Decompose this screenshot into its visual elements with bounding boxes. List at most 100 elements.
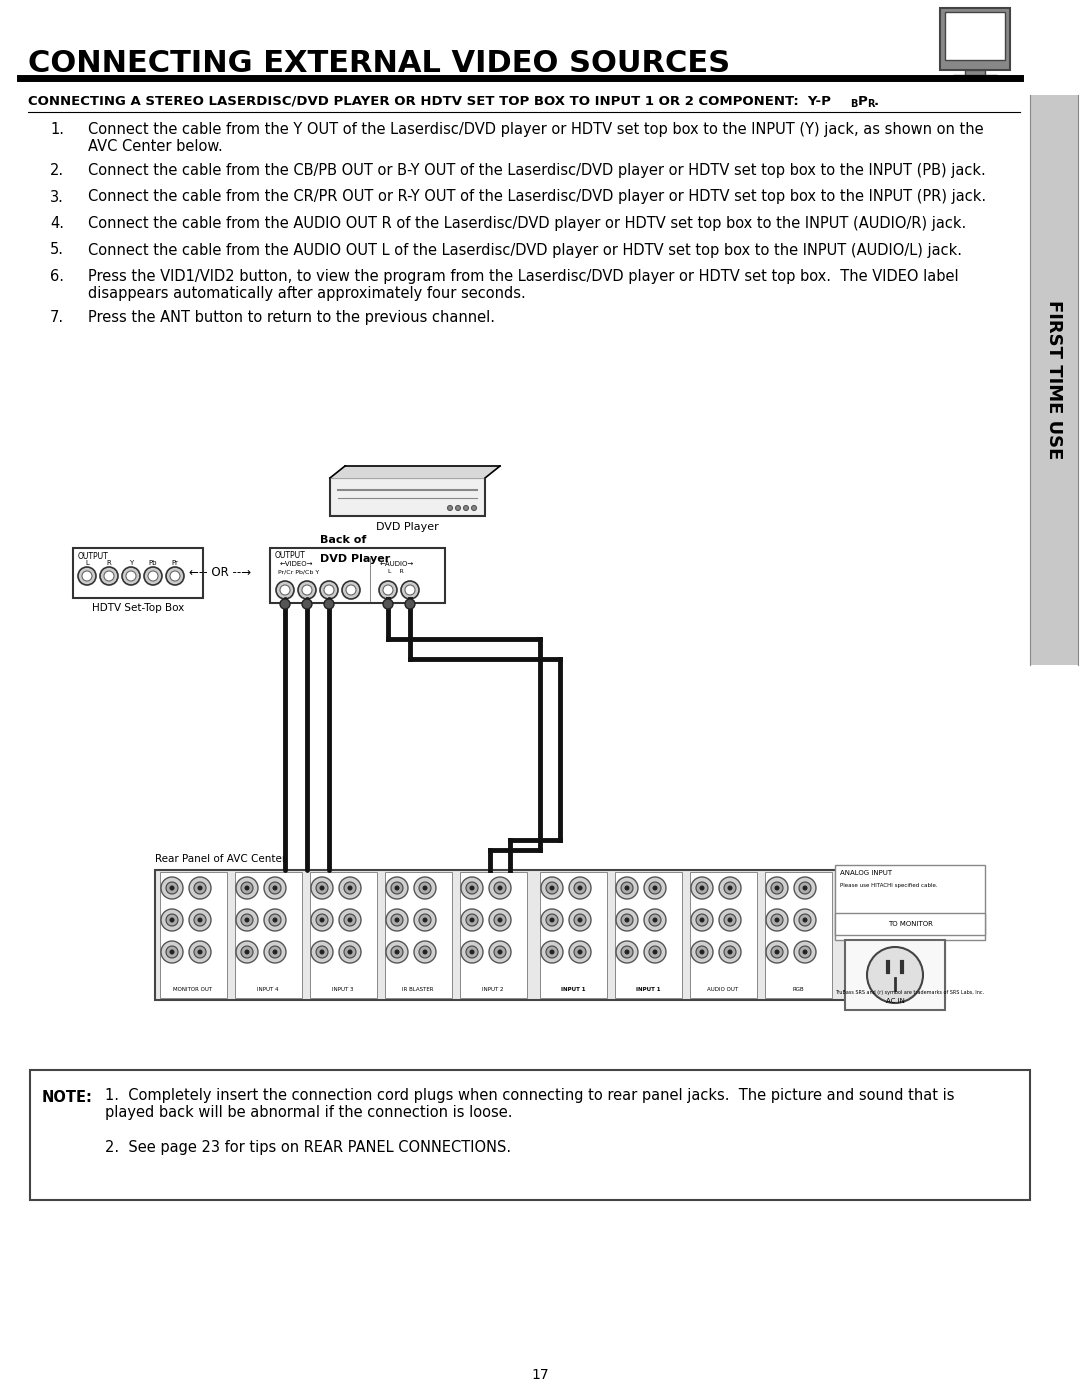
Circle shape [144,567,162,585]
Circle shape [802,950,808,954]
Circle shape [621,914,633,926]
Circle shape [461,877,483,900]
Circle shape [302,585,312,595]
Circle shape [237,909,258,930]
Bar [1030,95,1078,665]
Circle shape [691,877,713,900]
Circle shape [383,585,393,595]
Circle shape [170,918,175,922]
Circle shape [766,942,788,963]
Bar [330,478,485,515]
Circle shape [771,882,783,894]
Bar [460,872,527,997]
Circle shape [494,946,507,958]
Circle shape [342,581,360,599]
Text: ANALOG INPUT: ANALOG INPUT [840,870,892,876]
Circle shape [104,571,114,581]
Circle shape [624,886,630,890]
Circle shape [546,946,558,958]
Circle shape [489,942,511,963]
Circle shape [616,877,638,900]
Circle shape [465,914,478,926]
Circle shape [652,918,658,922]
Circle shape [696,882,708,894]
Circle shape [649,882,661,894]
Text: INPUT 3: INPUT 3 [333,988,354,992]
Text: Press the VID1/VID2 button, to view the program from the Laserdisc/DVD player or: Press the VID1/VID2 button, to view the … [87,270,959,302]
Text: DVD Player: DVD Player [376,522,438,532]
Text: Pb: Pb [149,560,158,566]
Circle shape [170,571,180,581]
Text: AUDIO OUT: AUDIO OUT [707,988,739,992]
Circle shape [616,909,638,930]
Circle shape [719,909,741,930]
Circle shape [578,950,582,954]
Text: Y: Y [129,560,133,566]
Text: AC IN: AC IN [886,997,904,1004]
Bar [235,872,302,997]
Text: TruBass SRS and (r) symbol are trademarks of SRS Labs, Inc.: TruBass SRS and (r) symbol are trademark… [835,990,984,995]
Bar [160,872,227,997]
Circle shape [264,877,286,900]
Circle shape [569,942,591,963]
Circle shape [794,877,816,900]
Bar [73,548,203,598]
Text: OUTPUT: OUTPUT [275,550,306,560]
Circle shape [573,882,586,894]
Circle shape [311,877,333,900]
Circle shape [237,877,258,900]
Bar [270,548,445,604]
Circle shape [422,886,428,890]
Bar [615,872,681,997]
Circle shape [569,877,591,900]
Circle shape [644,909,666,930]
Circle shape [550,886,554,890]
Bar [156,870,945,1000]
Circle shape [419,882,431,894]
Text: 1.: 1. [50,122,64,137]
Text: HDTV Set-Top Box: HDTV Set-Top Box [92,604,184,613]
Text: 17: 17 [531,1368,549,1382]
Circle shape [728,886,732,890]
Text: 7.: 7. [50,310,64,326]
Circle shape [447,506,453,510]
Circle shape [244,950,249,954]
Circle shape [550,918,554,922]
Circle shape [391,946,403,958]
Circle shape [394,886,400,890]
Text: 4.: 4. [50,217,64,231]
Circle shape [198,950,203,954]
Circle shape [541,877,563,900]
Text: Please use HITACHI specified cable.: Please use HITACHI specified cable. [840,883,937,888]
Circle shape [405,599,415,609]
Circle shape [700,950,704,954]
Circle shape [280,599,291,609]
Circle shape [696,946,708,958]
Circle shape [541,909,563,930]
Circle shape [472,506,476,510]
Circle shape [161,877,183,900]
Circle shape [316,882,328,894]
Circle shape [771,914,783,926]
Circle shape [194,946,206,958]
Circle shape [148,571,158,581]
Text: 6.: 6. [50,270,64,284]
Circle shape [198,886,203,890]
Circle shape [794,909,816,930]
Text: ←VIDEO→: ←VIDEO→ [280,562,313,567]
Circle shape [264,942,286,963]
Bar [30,1070,1030,1200]
Circle shape [463,506,469,510]
Circle shape [728,918,732,922]
Circle shape [339,942,361,963]
Circle shape [624,918,630,922]
Circle shape [578,886,582,890]
Circle shape [465,946,478,958]
Text: CONNECTING A STEREO LASERDISC/DVD PLAYER OR HDTV SET TOP BOX TO INPUT 1 OR 2 COM: CONNECTING A STEREO LASERDISC/DVD PLAYER… [28,95,831,108]
Bar [953,75,997,80]
Circle shape [498,886,502,890]
Circle shape [414,877,436,900]
Circle shape [621,882,633,894]
Circle shape [241,882,253,894]
Text: RGB: RGB [793,988,804,992]
